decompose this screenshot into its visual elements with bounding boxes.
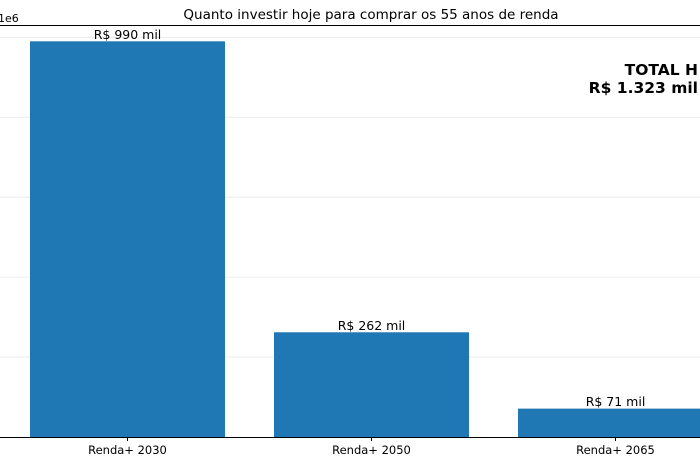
chart-title: Quanto investir hoje para comprar os 55 … bbox=[183, 7, 558, 23]
bars bbox=[30, 41, 700, 438]
x-axis-ticks: Renda+ 2030 Renda+ 2050 Renda+ 2065 bbox=[88, 437, 655, 457]
bar-value-label: R$ 71 mil bbox=[586, 394, 646, 409]
value-labels: R$ 990 mil R$ 262 mil R$ 71 mil bbox=[94, 27, 646, 409]
bar-value-label: R$ 990 mil bbox=[94, 27, 162, 42]
bar-1 bbox=[30, 41, 225, 438]
total-annotation-line1: TOTAL H bbox=[625, 61, 698, 79]
total-annotation-line2: R$ 1.323 mil bbox=[589, 79, 698, 97]
bar-value-label: R$ 262 mil bbox=[338, 318, 406, 333]
y-axis-multiplier: 1e6 bbox=[0, 12, 19, 25]
bar-3 bbox=[518, 408, 700, 437]
x-tick-label: Renda+ 2050 bbox=[332, 443, 411, 457]
bar-2 bbox=[274, 332, 469, 437]
x-tick-label: Renda+ 2030 bbox=[88, 443, 167, 457]
x-tick-label: Renda+ 2065 bbox=[576, 443, 655, 457]
